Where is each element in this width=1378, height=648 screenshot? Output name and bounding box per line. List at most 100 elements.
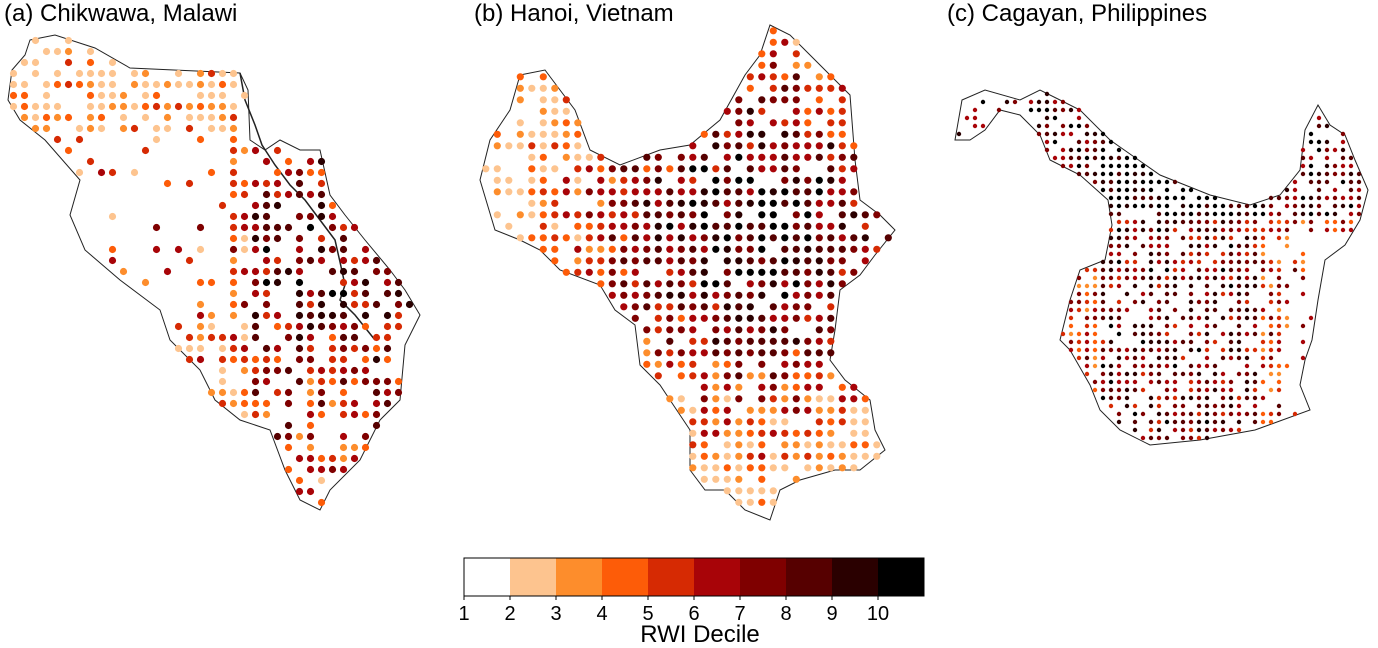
rwi-dot <box>328 366 337 375</box>
rwi-dot <box>1116 227 1122 233</box>
rwi-dot <box>350 322 359 331</box>
rwi-dot <box>86 157 95 166</box>
colorbar-swatch <box>694 558 741 596</box>
rwi-dot <box>804 314 812 322</box>
rwi-dot <box>31 58 40 67</box>
rwi-dot <box>827 245 835 253</box>
rwi-dot <box>1188 427 1194 433</box>
rwi-dot <box>620 303 628 311</box>
rwi-dot <box>643 234 651 242</box>
rwi-dot <box>1204 355 1210 361</box>
rwi-dot <box>1100 171 1106 177</box>
rwi-dot <box>1156 195 1162 201</box>
rwi-dot <box>339 245 348 254</box>
rwi-dot <box>1108 211 1114 217</box>
rwi-dot <box>769 452 777 460</box>
rwi-dot <box>273 355 282 364</box>
rwi-dot <box>64 113 73 122</box>
rwi-dot <box>758 96 766 104</box>
rwi-dot <box>1292 411 1298 417</box>
rwi-dot <box>306 388 315 397</box>
rwi-dot <box>735 130 743 138</box>
rwi-dot <box>850 418 858 426</box>
rwi-dot <box>1188 379 1194 385</box>
rwi-dot <box>758 360 766 368</box>
rwi-dot <box>229 135 238 144</box>
rwi-dot <box>1252 379 1258 385</box>
rwi-dot <box>769 314 777 322</box>
rwi-dot <box>1228 355 1234 361</box>
rwi-dot <box>1236 243 1242 249</box>
rwi-dot <box>1108 363 1114 369</box>
rwi-dot <box>689 326 697 334</box>
rwi-dot <box>815 234 823 242</box>
rwi-dot <box>251 333 260 342</box>
rwi-dot <box>758 487 766 495</box>
rwi-dot <box>207 311 216 320</box>
rwi-dot <box>185 80 194 89</box>
rwi-dot <box>781 268 789 276</box>
rwi-dot <box>1196 195 1202 201</box>
rwi-dot <box>815 464 823 472</box>
rwi-dot <box>838 464 846 472</box>
rwi-dot <box>850 383 858 391</box>
rwi-dot <box>827 464 835 472</box>
rwi-dot <box>1076 355 1082 361</box>
rwi-dot <box>174 102 183 111</box>
rwi-dot <box>631 176 639 184</box>
rwi-dot <box>1244 283 1250 289</box>
rwi-dot <box>735 349 743 357</box>
rwi-dot <box>804 268 812 276</box>
rwi-dot <box>643 291 651 299</box>
rwi-dot <box>815 142 823 150</box>
rwi-dot <box>792 383 800 391</box>
rwi-dot <box>873 441 881 449</box>
rwi-dot <box>643 199 651 207</box>
rwi-dot <box>838 452 846 460</box>
rwi-dot <box>792 349 800 357</box>
rwi-dot <box>240 355 249 364</box>
rwi-dot <box>1252 203 1258 209</box>
rwi-dot <box>689 303 697 311</box>
rwi-dot <box>1180 275 1186 281</box>
rwi-dot <box>1300 291 1306 297</box>
rwi-dot <box>735 153 743 161</box>
rwi-dot <box>700 452 708 460</box>
rwi-dot <box>251 146 260 155</box>
rwi-dot <box>1156 219 1162 225</box>
rwi-dot <box>1116 347 1122 353</box>
rwi-dot <box>666 291 674 299</box>
rwi-dot <box>972 107 978 113</box>
rwi-dot <box>758 142 766 150</box>
rwi-dot <box>700 303 708 311</box>
rwi-dot <box>1308 139 1314 145</box>
rwi-dot <box>130 102 139 111</box>
rwi-dot <box>1236 203 1242 209</box>
rwi-dot <box>1156 347 1162 353</box>
rwi-dot <box>608 211 616 219</box>
rwi-dot <box>758 349 766 357</box>
rwi-dot <box>207 333 216 342</box>
rwi-dot <box>1100 299 1106 305</box>
rwi-dot <box>1188 411 1194 417</box>
rwi-dot <box>196 245 205 254</box>
rwi-dot <box>1300 163 1306 169</box>
rwi-dot <box>328 333 337 342</box>
rwi-dot <box>328 399 337 408</box>
rwi-dot <box>185 124 194 133</box>
rwi-dot <box>306 311 315 320</box>
rwi-dot <box>505 188 513 196</box>
rwi-dot <box>1308 179 1314 185</box>
rwi-dot <box>815 395 823 403</box>
rwi-dot <box>838 395 846 403</box>
rwi-dot <box>700 372 708 380</box>
rwi-dot <box>781 372 789 380</box>
rwi-dot <box>1260 251 1266 257</box>
rwi-dot <box>539 199 547 207</box>
rwi-dot <box>1116 235 1122 241</box>
rwi-dot <box>97 91 106 100</box>
rwi-dot <box>328 212 337 221</box>
rwi-dot <box>1076 331 1082 337</box>
rwi-dot <box>539 222 547 230</box>
rwi-dot <box>1252 219 1258 225</box>
